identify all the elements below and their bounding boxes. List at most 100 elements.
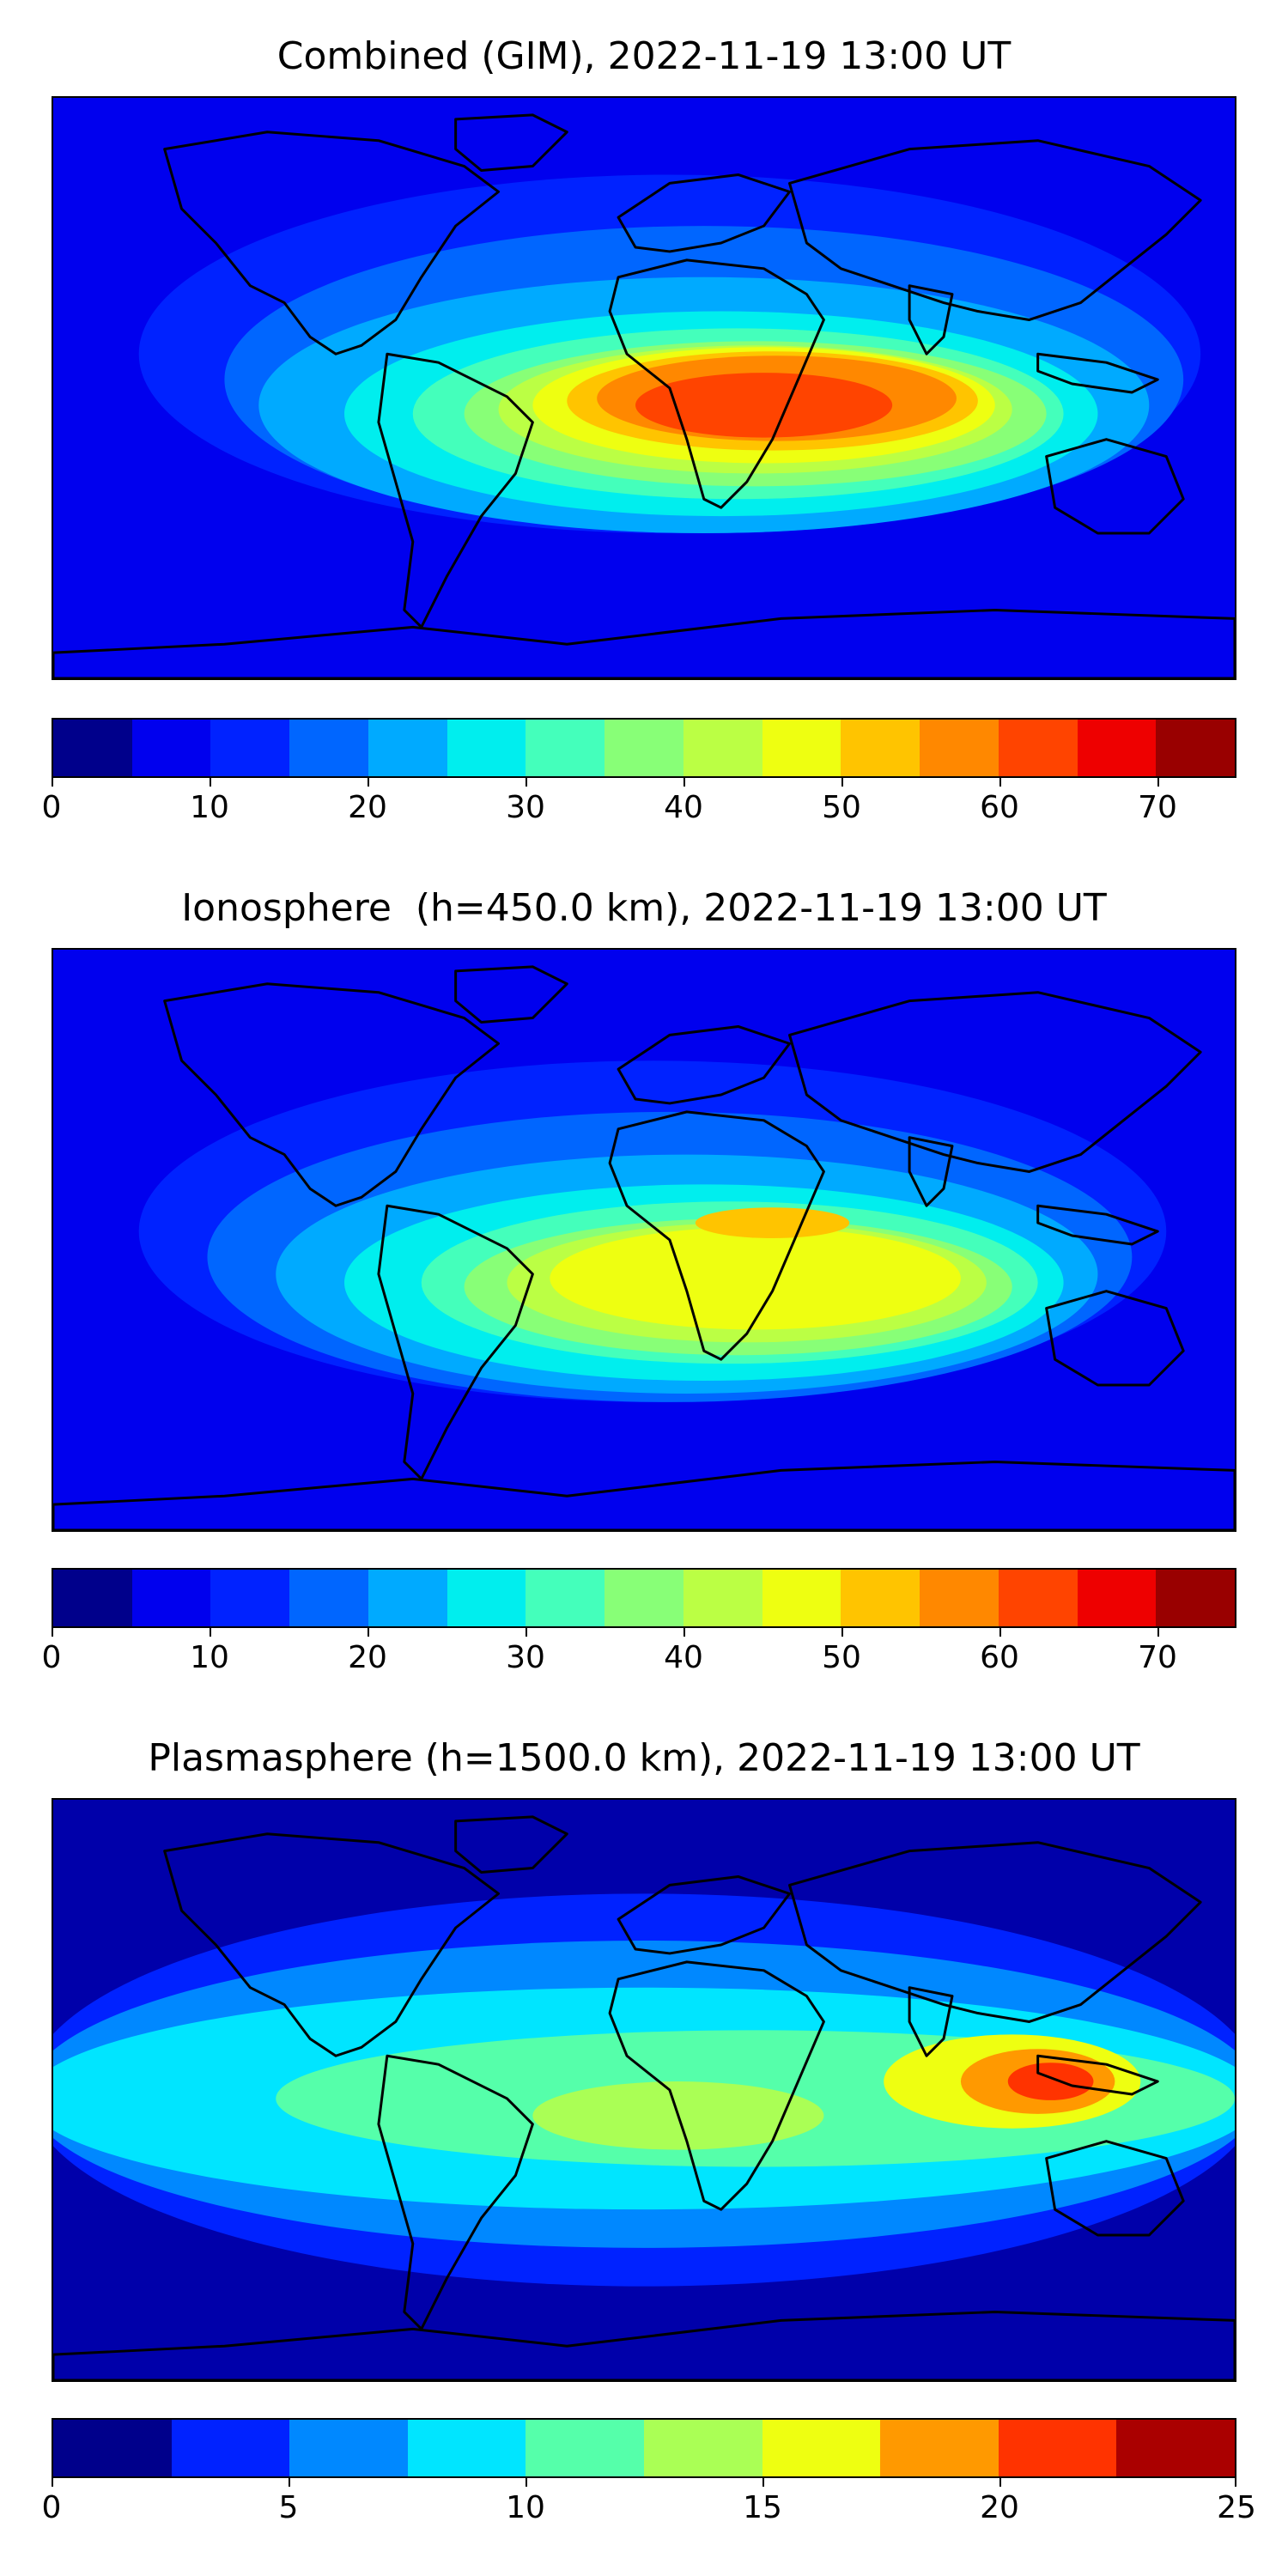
coastline bbox=[53, 2310, 1235, 2380]
map-plasmasphere bbox=[52, 1798, 1236, 2382]
colorbar-tick-label: 0 bbox=[41, 1640, 62, 1675]
colorbar-segment bbox=[407, 2420, 526, 2476]
colorbar-segment bbox=[289, 1570, 368, 1626]
coastline bbox=[788, 139, 1202, 321]
coastline bbox=[377, 352, 534, 629]
colorbar-ticks-combined: 0 10 20 30 40 50 60 70 bbox=[42, 778, 1236, 829]
colorbar-tick-label: 40 bbox=[664, 1640, 703, 1675]
colorbar-tick-mark bbox=[999, 2478, 1001, 2487]
colorbar-segment bbox=[762, 2420, 881, 2476]
colorbar-segment bbox=[1156, 720, 1236, 776]
colorbar-tick-label: 70 bbox=[1138, 790, 1177, 825]
colorbar-segment bbox=[762, 1570, 841, 1626]
coastline bbox=[908, 1986, 954, 2057]
map-combined bbox=[52, 96, 1236, 680]
colorbar-tick-mark bbox=[999, 1628, 1001, 1637]
colorbar-tick-mark bbox=[999, 778, 1001, 787]
contour-band bbox=[635, 373, 893, 438]
coastline bbox=[608, 1960, 825, 2211]
colorbar-tick-label: 70 bbox=[1138, 1640, 1177, 1675]
colorbar-tick-mark bbox=[368, 1628, 369, 1637]
colorbar-segment bbox=[1077, 720, 1157, 776]
colorbar-segment bbox=[998, 1570, 1078, 1626]
colorbar-tick-label: 60 bbox=[980, 790, 1019, 825]
colorbar-tick-label: 60 bbox=[980, 1640, 1019, 1675]
colorbar-tick-label: 50 bbox=[822, 790, 861, 825]
colorbar-segment bbox=[447, 1570, 526, 1626]
colorbar-segment bbox=[880, 2420, 999, 2476]
panel-title-plasmasphere: Plasmasphere (h=1500.0 km), 2022-11-19 1… bbox=[148, 1736, 1140, 1780]
colorbar-segment bbox=[920, 1570, 999, 1626]
coastline bbox=[377, 1204, 534, 1480]
colorbar-segment bbox=[171, 2420, 290, 2476]
coastline bbox=[1036, 2054, 1159, 2096]
coastline bbox=[163, 1832, 500, 2057]
coastline bbox=[1045, 438, 1185, 535]
colorbar-segment bbox=[998, 2420, 1117, 2476]
colorbar-tick-mark bbox=[683, 778, 685, 787]
colorbar-tick-label: 50 bbox=[822, 1640, 861, 1675]
colorbar-segment bbox=[526, 720, 605, 776]
colorbar-segment bbox=[53, 720, 132, 776]
panel-title-combined: Combined (GIM), 2022-11-19 13:00 UT bbox=[276, 34, 1012, 78]
contour-band bbox=[695, 1207, 850, 1239]
colorbar-segment bbox=[841, 1570, 920, 1626]
colorbar-tick-label: 5 bbox=[278, 2490, 299, 2525]
colorbar-segment bbox=[998, 720, 1078, 776]
colorbar-segment bbox=[1156, 1570, 1236, 1626]
coastline bbox=[617, 173, 792, 253]
colorbar-segment bbox=[841, 720, 920, 776]
colorbar-tick-mark bbox=[762, 2478, 764, 2487]
colorbar-tick-label: 20 bbox=[348, 790, 387, 825]
colorbar-tick-mark bbox=[1235, 2478, 1236, 2487]
colorbar-tick-label: 25 bbox=[1217, 2490, 1256, 2525]
colorbar-segment bbox=[920, 720, 999, 776]
colorbar-tick-mark bbox=[368, 778, 369, 787]
colorbar-tick-mark bbox=[1157, 778, 1159, 787]
colorbar-ionosphere bbox=[52, 1568, 1236, 1628]
colorbar-segment bbox=[210, 720, 290, 776]
colorbar-segment bbox=[447, 720, 526, 776]
colorbar-segment bbox=[368, 1570, 447, 1626]
contour-band bbox=[550, 1227, 961, 1330]
colorbar-tick-mark bbox=[683, 1628, 685, 1637]
colorbar-segment bbox=[53, 2420, 172, 2476]
contour-band bbox=[1007, 2063, 1094, 2100]
colorbar-tick-label: 10 bbox=[506, 2490, 545, 2525]
colorbar-segment bbox=[289, 720, 368, 776]
coastline bbox=[788, 991, 1202, 1173]
colorbar-tick-mark bbox=[210, 778, 211, 787]
colorbar-segment bbox=[643, 2420, 762, 2476]
coastline bbox=[908, 1136, 954, 1207]
colorbar-tick-label: 40 bbox=[664, 790, 703, 825]
colorbar-tick-label: 10 bbox=[190, 790, 229, 825]
colorbar-segment bbox=[526, 2420, 644, 2476]
colorbar-segment bbox=[526, 1570, 605, 1626]
coastline bbox=[608, 258, 825, 509]
colorbar-plasmasphere bbox=[52, 2418, 1236, 2478]
colorbar-segment bbox=[605, 720, 683, 776]
colorbar-segment bbox=[289, 2420, 408, 2476]
colorbar-segment bbox=[605, 1570, 683, 1626]
colorbar-segment bbox=[368, 720, 447, 776]
colorbar-segment bbox=[210, 1570, 290, 1626]
colorbar-tick-mark bbox=[526, 778, 527, 787]
colorbar-combined bbox=[52, 718, 1236, 778]
coastline bbox=[1045, 1290, 1185, 1387]
coastline bbox=[608, 1110, 825, 1361]
colorbar-tick-mark bbox=[52, 778, 53, 787]
coastline bbox=[1036, 352, 1159, 394]
coastline bbox=[163, 131, 500, 355]
colorbar-segment bbox=[131, 720, 211, 776]
colorbar-ticks-plasmasphere: 0 5 10 15 20 25 bbox=[42, 2478, 1256, 2530]
colorbar-segment bbox=[683, 720, 762, 776]
colorbar-tick-mark bbox=[841, 1628, 843, 1637]
colorbar-tick-mark bbox=[526, 1628, 527, 1637]
colorbar-segment bbox=[131, 1570, 211, 1626]
coastline bbox=[454, 1815, 568, 1874]
map-ionosphere bbox=[52, 948, 1236, 1532]
coastline bbox=[377, 2054, 534, 2330]
colorbar-segment bbox=[53, 1570, 132, 1626]
colorbar-segment bbox=[1116, 2420, 1235, 2476]
colorbar-tick-label: 0 bbox=[41, 790, 62, 825]
